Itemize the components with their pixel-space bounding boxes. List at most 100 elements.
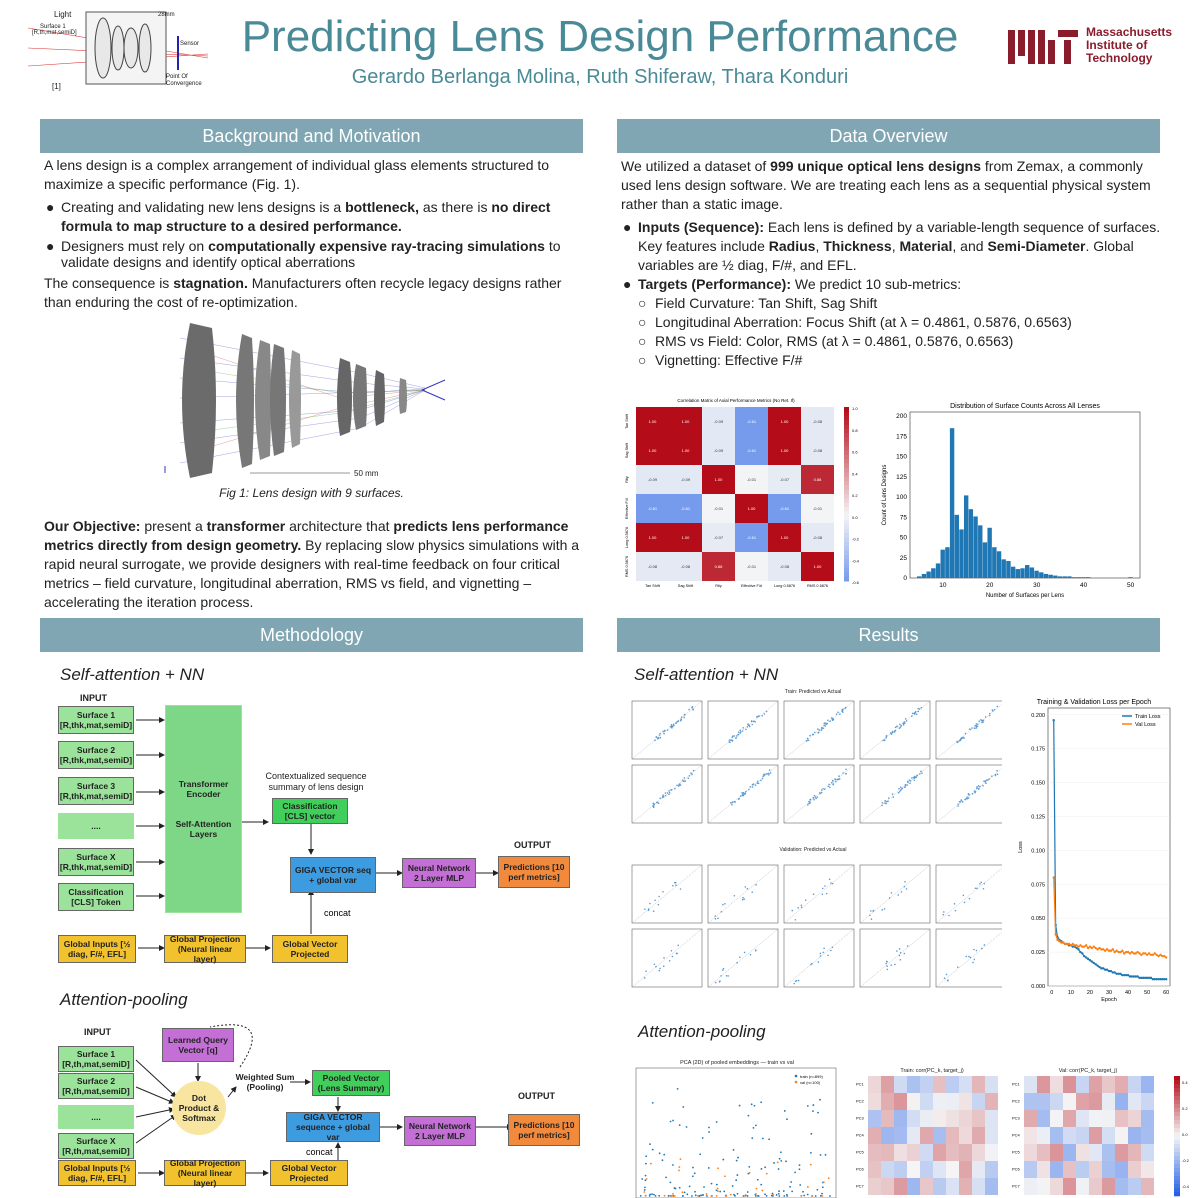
corr-cell: [907, 1076, 920, 1093]
scatter-point: [643, 977, 646, 979]
bullet-2-b: computationally expensive ray-tracing si…: [208, 238, 545, 254]
corr-cell: [1089, 1076, 1102, 1093]
scatter-point: [663, 730, 666, 732]
scatter-point: [828, 783, 830, 786]
scatter-point: [973, 727, 976, 730]
scatter-point: [891, 793, 894, 795]
train-corr-title: Train: corr(PC_k, target_j): [900, 1068, 964, 1074]
loss-point: [1155, 953, 1158, 957]
scatter-point: [831, 946, 834, 949]
corr-cell: [920, 1110, 933, 1127]
scatter-point: [654, 899, 656, 902]
corr-cell: [920, 1127, 933, 1144]
scatter-point: [969, 728, 971, 731]
obj-c: transformer: [206, 518, 286, 534]
corr-cell: [868, 1076, 881, 1093]
scatter-point: [842, 711, 844, 713]
loss-point: [1105, 948, 1109, 951]
scatter-point: [911, 777, 913, 779]
histogram-bar: [1034, 570, 1039, 578]
pca-train-point: [644, 1179, 647, 1182]
colorbar-segment: [844, 554, 849, 560]
pca-train-point: [722, 1158, 725, 1161]
corr-cell: [1141, 1144, 1154, 1161]
corr-colorbar: [1174, 1124, 1180, 1129]
scatter-point: [794, 918, 797, 921]
pca-val-point: [716, 1190, 719, 1193]
heatmap-cell: [735, 523, 768, 552]
corr-cell: [1050, 1127, 1063, 1144]
corr-colorbar-tick: -0.2: [1182, 1158, 1190, 1163]
corr-cell: [972, 1076, 985, 1093]
corr-cell: [946, 1178, 959, 1195]
pca-train-point: [782, 1190, 785, 1192]
corr-cell: [985, 1110, 998, 1127]
histogram-bar: [992, 547, 997, 578]
scatter-point: [906, 945, 909, 947]
colorbar-tick: 0.6: [852, 450, 858, 455]
corr-colorbar: [1174, 1120, 1180, 1125]
objective-text: Our Objective: present a transformer arc…: [44, 517, 582, 612]
scatter-point: [813, 731, 816, 734]
loss-point: [1094, 946, 1097, 950]
corr-cell: [933, 1110, 946, 1127]
corr-colorbar: [1174, 1132, 1180, 1137]
pca-train-point: [824, 1153, 827, 1156]
scatter-panel: [935, 928, 1002, 988]
colorbar-segment: [844, 576, 849, 582]
val-corr-title: Val: corr(PC_k, target_j): [1058, 1068, 1118, 1074]
scatter-point: [662, 730, 664, 733]
scatter-point: [680, 716, 683, 719]
scatter-point: [739, 732, 742, 734]
corr-cell: [933, 1093, 946, 1110]
scatter-point: [809, 798, 812, 801]
corr-colorbar-tick: 0.4: [1182, 1080, 1188, 1085]
scatter-point: [988, 778, 991, 780]
scatter-point: [918, 708, 921, 710]
scatter-point: [813, 798, 815, 801]
corr-cell: [972, 1093, 985, 1110]
pca-train-point: [752, 1126, 755, 1129]
d1-input-label: INPUT: [80, 693, 107, 703]
scatter-point: [659, 736, 662, 739]
scatter-point: [677, 785, 680, 787]
colorbar-segment: [844, 507, 849, 512]
histogram-x-tick: 50: [1127, 582, 1135, 589]
pca-train-point: [708, 1126, 710, 1129]
corr-cell: [881, 1110, 894, 1127]
corr-colorbar: [1174, 1100, 1180, 1105]
scatter-point: [687, 777, 690, 780]
corr-row-label: PC2: [1012, 1099, 1021, 1104]
pca-train-point: [715, 1183, 718, 1186]
histogram-y-tick: 75: [900, 514, 908, 521]
d1-surface-x: Surface X [R,thk,mat,semiD]: [58, 848, 134, 876]
scatter-point: [820, 792, 823, 794]
scatter-point: [743, 951, 746, 954]
val-corr-heatmap: PC1 PC2 PC3 PC4 PC5 PC6 PC7 0.4 0.2 0.0 -0.2 -0.4: [1012, 1076, 1190, 1197]
scatter-point: [653, 963, 656, 966]
scatter-point: [668, 790, 670, 792]
loss-y-tick: 0.125: [1031, 814, 1045, 820]
pca-val-point: [755, 1187, 758, 1190]
scatter-point: [747, 723, 749, 726]
corr-colorbar: [1174, 1108, 1180, 1113]
in-a: Inputs (Sequence):: [638, 219, 765, 235]
pca-train-point: [755, 1124, 757, 1127]
scatter-point: [904, 718, 907, 720]
heatmap-cell-value: 1.00: [682, 419, 691, 424]
scatter-point: [898, 787, 900, 790]
scatter-point: [905, 720, 908, 722]
histogram-bar: [1128, 577, 1133, 578]
scatter-point: [899, 789, 902, 792]
corr-cell: [1063, 1144, 1076, 1161]
scatter-point: [657, 737, 660, 739]
heatmap-cell: [669, 552, 702, 581]
scatter-point: [976, 787, 978, 790]
scatter-point: [976, 887, 978, 890]
scatter-point: [668, 793, 670, 796]
loss-y-tick: 0.175: [1031, 747, 1045, 753]
scatter-point: [820, 789, 823, 791]
scatter-point: [953, 903, 956, 905]
in-h: , and: [952, 238, 988, 254]
pca-val-point: [644, 1194, 647, 1197]
